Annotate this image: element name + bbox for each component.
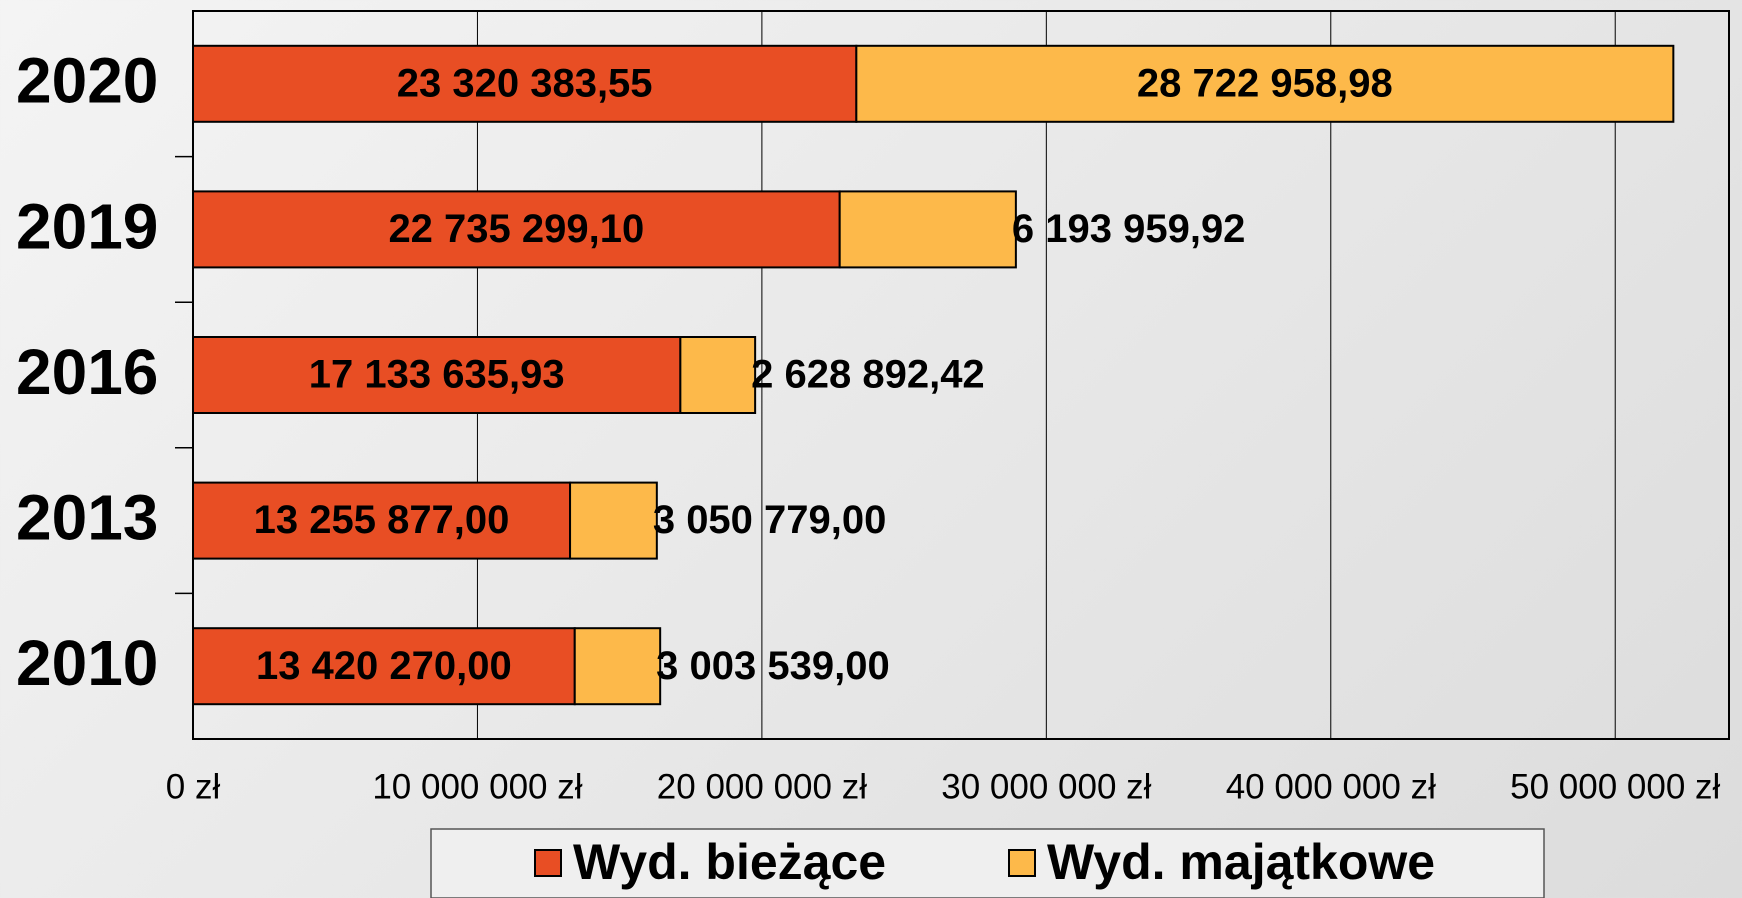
- bar-segment: [192, 627, 576, 706]
- value-label: 17 133 635,93: [309, 353, 565, 397]
- bar-segment: [569, 481, 658, 560]
- value-label: 28 722 958,98: [1137, 61, 1393, 105]
- bar-segment: [192, 481, 572, 560]
- x-tick-label: 0 zł: [166, 767, 221, 806]
- legend-label: Wyd. majątkowe: [1047, 834, 1435, 890]
- value-label: 22 735 299,10: [388, 207, 644, 251]
- category-label: 2016: [16, 336, 158, 408]
- bar-segment: [838, 190, 1017, 269]
- legend-box: [430, 828, 1545, 898]
- category-label: 2010: [16, 627, 158, 699]
- category-label: 2020: [16, 45, 158, 117]
- bar-segment: [679, 336, 757, 414]
- bar-segment: [573, 627, 662, 706]
- value-label: 6 193 959,92: [1012, 207, 1246, 251]
- category-label: 2013: [16, 482, 158, 554]
- category-label: 2019: [16, 190, 158, 262]
- x-tick-label: 40 000 000 zł: [1226, 767, 1436, 806]
- value-label: 13 255 877,00: [254, 498, 510, 542]
- bar-segment: [192, 44, 858, 123]
- bar-segment: [855, 44, 1675, 123]
- x-tick-label: 10 000 000 zł: [372, 767, 582, 806]
- x-tick-label: 30 000 000 zł: [941, 767, 1151, 806]
- legend-label: Wyd. bieżące: [573, 834, 886, 890]
- legend-swatch: [534, 849, 562, 877]
- value-label: 3 003 539,00: [656, 644, 890, 688]
- value-label: 23 320 383,55: [397, 61, 653, 105]
- x-tick-label: 20 000 000 zł: [657, 767, 867, 806]
- value-label: 13 420 270,00: [256, 644, 512, 688]
- value-label: 2 628 892,42: [751, 353, 985, 397]
- bar-segment: [192, 336, 682, 414]
- legend-swatch: [1008, 849, 1036, 877]
- x-tick-label: 50 000 000 zł: [1510, 767, 1720, 806]
- value-label: 3 050 779,00: [653, 498, 887, 542]
